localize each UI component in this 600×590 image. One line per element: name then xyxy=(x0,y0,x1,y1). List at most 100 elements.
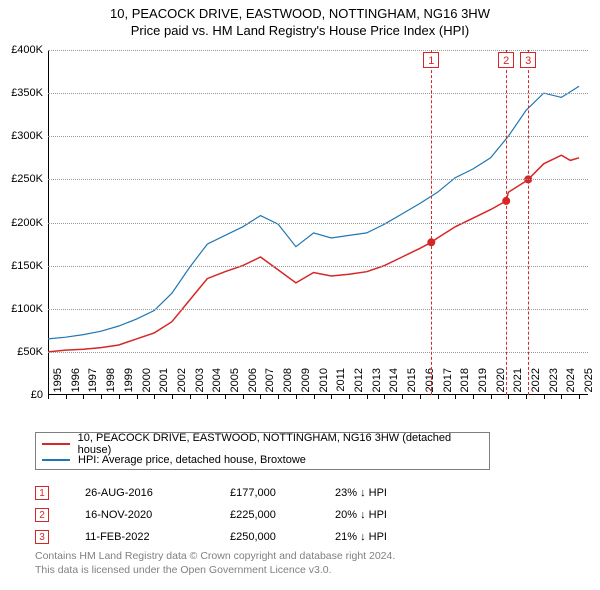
x-axis-tick xyxy=(243,395,244,399)
y-axis-label: £400K xyxy=(3,44,43,56)
legend-swatch-property xyxy=(42,443,70,445)
sale-marker-box: 2 xyxy=(498,52,514,68)
x-axis-tick xyxy=(579,395,580,399)
x-axis-tick xyxy=(349,395,350,399)
x-axis-tick xyxy=(48,395,49,399)
x-axis-label: 2006 xyxy=(247,368,259,398)
x-axis-label: 2023 xyxy=(548,368,560,398)
x-axis-label: 1998 xyxy=(105,368,117,398)
x-axis-tick xyxy=(296,395,297,399)
transaction-date: 11-FEB-2022 xyxy=(85,531,230,543)
x-axis-tick xyxy=(526,395,527,399)
x-axis-tick xyxy=(83,395,84,399)
x-axis-label: 2024 xyxy=(565,368,577,398)
y-axis-label: £0 xyxy=(3,389,43,401)
legend-swatch-hpi xyxy=(42,459,70,461)
x-axis-tick xyxy=(137,395,138,399)
sale-marker-box: 3 xyxy=(520,52,536,68)
x-axis-tick xyxy=(331,395,332,399)
x-axis-tick xyxy=(260,395,261,399)
x-axis-tick xyxy=(455,395,456,399)
x-axis-label: 2021 xyxy=(512,368,524,398)
footer-line-1: Contains HM Land Registry data © Crown c… xyxy=(35,550,395,564)
transaction-marker: 1 xyxy=(35,486,49,500)
x-axis-tick xyxy=(384,395,385,399)
x-axis-tick xyxy=(190,395,191,399)
x-axis-tick xyxy=(101,395,102,399)
x-axis-tick xyxy=(508,395,509,399)
sale-marker-vline xyxy=(528,50,529,395)
x-axis-tick xyxy=(154,395,155,399)
y-axis-label: £250K xyxy=(3,173,43,185)
x-axis-tick xyxy=(544,395,545,399)
x-axis-tick xyxy=(225,395,226,399)
x-axis-label: 2015 xyxy=(406,368,418,398)
x-axis-label: 2016 xyxy=(424,368,436,398)
x-axis-label: 2019 xyxy=(477,368,489,398)
transactions-table: 1 26-AUG-2016£177,00023% ↓ HPI 216-NOV-202… xyxy=(35,482,490,548)
transaction-row: 3 11-FEB-2022£250,00021% ↓ HPI xyxy=(35,526,490,548)
transaction-date: 16-NOV-2020 xyxy=(85,509,230,521)
legend-label-property: 10, PEACOCK DRIVE, EASTWOOD, NOTTINGHAM,… xyxy=(78,432,483,456)
x-axis-label: 2001 xyxy=(158,368,170,398)
footer-attribution: Contains HM Land Registry data © Crown c… xyxy=(35,550,395,577)
sale-marker-vline xyxy=(431,50,432,395)
x-axis-label: 2022 xyxy=(530,368,542,398)
x-axis-tick xyxy=(491,395,492,399)
sale-marker-vline xyxy=(506,50,507,395)
x-axis-label: 2002 xyxy=(176,368,188,398)
x-axis-label: 2012 xyxy=(353,368,365,398)
y-axis-label: £50K xyxy=(3,346,43,358)
series-line-hpi xyxy=(48,86,579,339)
x-axis-label: 2017 xyxy=(442,368,454,398)
x-axis-tick xyxy=(367,395,368,399)
title-line-2: Price paid vs. HM Land Registry's House … xyxy=(0,23,600,38)
x-axis-label: 2005 xyxy=(229,368,241,398)
x-axis-tick xyxy=(172,395,173,399)
x-axis-label: 2008 xyxy=(282,368,294,398)
legend-box: 10, PEACOCK DRIVE, EASTWOOD, NOTTINGHAM,… xyxy=(35,432,490,470)
transaction-pct: 21% ↓ HPI xyxy=(335,531,490,543)
x-axis-label: 2010 xyxy=(318,368,330,398)
transaction-row: 216-NOV-2020£225,00020% ↓ HPI xyxy=(35,504,490,526)
transaction-price: £177,000 xyxy=(230,487,335,499)
chart-plot-area: £0£50K£100K£150K£200K£250K£300K£350K£400… xyxy=(48,50,588,395)
x-axis-label: 1995 xyxy=(52,368,64,398)
x-axis-label: 2020 xyxy=(495,368,507,398)
x-axis-tick xyxy=(278,395,279,399)
footer-line-2: This data is licensed under the Open Gov… xyxy=(35,564,395,578)
x-axis-tick xyxy=(438,395,439,399)
x-axis-label: 2011 xyxy=(335,368,347,398)
x-axis-label: 2025 xyxy=(583,368,595,398)
x-axis-label: 2000 xyxy=(141,368,153,398)
x-axis-tick xyxy=(402,395,403,399)
x-axis-label: 2007 xyxy=(264,368,276,398)
x-axis-label: 1996 xyxy=(70,368,82,398)
transaction-price: £250,000 xyxy=(230,531,335,543)
sale-marker-box: 1 xyxy=(423,52,439,68)
y-axis-label: £150K xyxy=(3,260,43,272)
x-axis-label: 1999 xyxy=(123,368,135,398)
title-line-1: 10, PEACOCK DRIVE, EASTWOOD, NOTTINGHAM,… xyxy=(0,6,600,21)
x-axis-label: 2009 xyxy=(300,368,312,398)
x-axis-label: 2013 xyxy=(371,368,383,398)
transaction-row: 1 26-AUG-2016£177,00023% ↓ HPI xyxy=(35,482,490,504)
transaction-marker: 3 xyxy=(35,530,49,544)
x-axis-label: 2004 xyxy=(211,368,223,398)
chart-container: 10, PEACOCK DRIVE, EASTWOOD, NOTTINGHAM,… xyxy=(0,0,600,590)
legend-label-hpi: HPI: Average price, detached house, Brox… xyxy=(78,454,306,466)
transaction-date: 26-AUG-2016 xyxy=(85,487,230,499)
y-axis-label: £200K xyxy=(3,217,43,229)
x-axis-tick xyxy=(119,395,120,399)
x-axis-tick xyxy=(473,395,474,399)
legend-row-property: 10, PEACOCK DRIVE, EASTWOOD, NOTTINGHAM,… xyxy=(42,437,483,451)
x-axis-tick xyxy=(314,395,315,399)
x-axis-label: 2003 xyxy=(194,368,206,398)
transaction-price: £225,000 xyxy=(230,509,335,521)
transaction-pct: 20% ↓ HPI xyxy=(335,509,490,521)
title-block: 10, PEACOCK DRIVE, EASTWOOD, NOTTINGHAM,… xyxy=(0,0,600,38)
x-axis-tick xyxy=(561,395,562,399)
transaction-pct: 23% ↓ HPI xyxy=(335,487,490,499)
x-axis-tick xyxy=(420,395,421,399)
y-axis-label: £100K xyxy=(3,303,43,315)
